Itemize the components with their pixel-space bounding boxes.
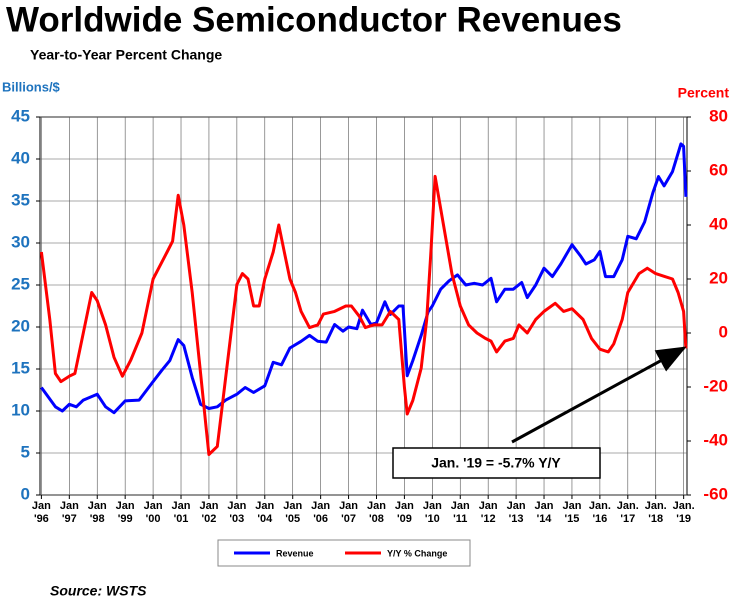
x-tick-label: Jan '08 — [367, 500, 386, 525]
x-tick-label: Jan '97 — [59, 500, 79, 525]
legend-label: Y/Y % Change — [387, 548, 447, 558]
y-tick-label: 10 — [11, 400, 30, 419]
y-tick-label: 45 — [11, 106, 30, 125]
x-tick-label: Jan '06 — [311, 500, 331, 525]
x-tick-label: Jan '00 — [143, 500, 163, 525]
source: Source: WSTS — [50, 583, 147, 599]
y-tick-label: 20 — [11, 316, 30, 335]
x-tick-label: Jan '99 — [115, 500, 135, 525]
x-tick-label: Jan '96 — [31, 500, 51, 525]
x-tick-label: Jan '02 — [199, 500, 219, 525]
y-tick-label: 15 — [11, 358, 30, 377]
y2-tick-label: 80 — [709, 106, 728, 125]
x-tick-label: Jan '09 — [394, 500, 414, 525]
y-tick-label: 5 — [21, 442, 30, 461]
y2-tick-label: 0 — [719, 322, 728, 341]
x-tick-label: Jan. '16 — [588, 500, 611, 525]
series-line — [40, 142, 688, 415]
x-tick-label: Jan '15 — [562, 500, 582, 525]
y-tick-label: 30 — [11, 232, 30, 251]
legend-label: Revenue — [276, 548, 314, 558]
annotation-box — [392, 447, 601, 479]
x-tick-label: Jan '03 — [227, 500, 247, 525]
y2-tick-label: -20 — [703, 376, 728, 395]
y2-tick-label: 20 — [709, 268, 728, 287]
y2-axis-label: Percent — [678, 85, 730, 101]
x-tick-label: Jan '10 — [422, 500, 442, 525]
x-tick-label: Jan '98 — [87, 500, 107, 525]
x-tick-label: Jan. '19 — [672, 500, 695, 525]
x-tick-label: Jan '01 — [171, 500, 191, 525]
x-tick-label: Jan '13 — [506, 500, 526, 525]
x-tick-label: Jan '07 — [339, 500, 359, 525]
y-tick-label: 35 — [11, 190, 30, 209]
x-tick-label: Jan '04 — [255, 500, 275, 525]
x-tick-label: Jan '12 — [478, 500, 498, 525]
series-line — [39, 174, 688, 456]
y-tick-label: 0 — [21, 484, 30, 503]
y-tick-label: 40 — [11, 148, 30, 167]
annotation: Jan. '19 = -5.7% Y/Y — [431, 455, 561, 471]
annotation-arrow — [511, 346, 687, 444]
x-tick-label: Jan '05 — [283, 500, 303, 525]
x-tick-label: Jan. '18 — [644, 500, 667, 525]
x-tick-label: Jan '14 — [534, 500, 554, 525]
plot-area — [39, 116, 688, 496]
y-tick-label: 25 — [11, 274, 30, 293]
y2-tick-label: 60 — [709, 160, 728, 179]
chart-title: Worldwide Semiconductor Revenues — [6, 0, 622, 39]
x-tick-label: Jan. '17 — [616, 500, 639, 525]
y2-tick-label: 40 — [709, 214, 728, 233]
y2-tick-label: -60 — [703, 484, 728, 503]
y2-tick-label: -40 — [703, 430, 728, 449]
y-axis-label: Billions/$ — [2, 79, 61, 94]
chart-subtitle: Year-to-Year Percent Change — [30, 47, 222, 63]
x-tick-label: Jan '11 — [450, 500, 470, 525]
